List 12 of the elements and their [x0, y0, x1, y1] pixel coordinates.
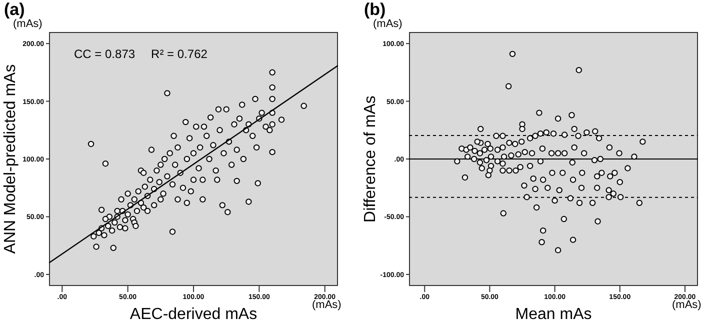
annotation: CC = 0.873: [74, 47, 136, 61]
chart-title: (b): [364, 0, 386, 19]
text: (mAs): [672, 299, 702, 311]
x-axis-title: AEC-derived mAs: [130, 306, 258, 323]
y-axis-title: ANN Model-predicted mAs: [1, 63, 20, 256]
text: (mAs): [13, 18, 42, 30]
x-axis-title: Mean mAs: [515, 306, 592, 323]
text: (mAs): [373, 18, 402, 30]
text: (mAs): [312, 299, 342, 311]
chart-title: (a): [4, 0, 25, 19]
annotation: R² = 0.762: [151, 47, 208, 61]
y-axis-title: Difference of mAs: [361, 94, 380, 224]
